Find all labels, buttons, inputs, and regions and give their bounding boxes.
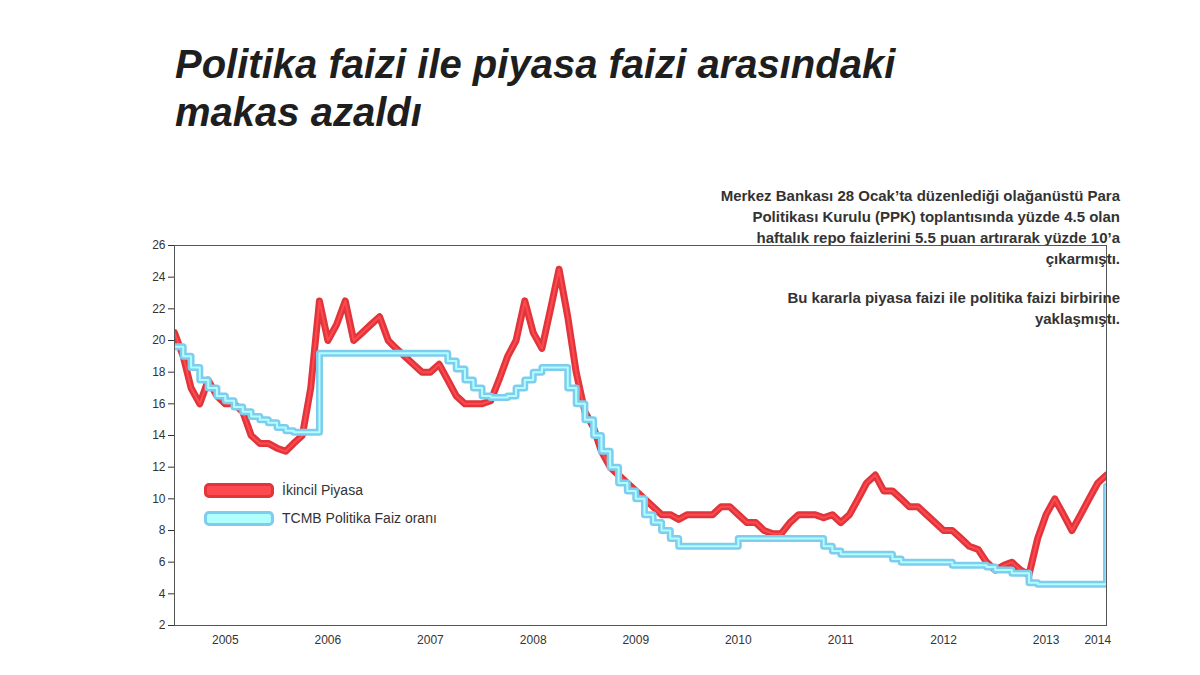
svg-text:26: 26: [152, 238, 166, 252]
svg-text:22: 22: [152, 302, 166, 316]
html-text:Politika faizi ile piyasa faiz: Politika faizi ile piyasa faizi arasında…: [175, 42, 896, 134]
svg-text:20: 20: [152, 333, 166, 347]
svg-text:12: 12: [152, 460, 166, 474]
svg-text:24: 24: [152, 270, 166, 284]
svg-text:4: 4: [159, 587, 166, 601]
svg-text:8: 8: [159, 523, 166, 537]
svg-text:2007: 2007: [417, 633, 444, 647]
svg-text:2013: 2013: [1033, 633, 1060, 647]
html-text:Bu kararla piyasa faizi ile po: Bu kararla piyasa faizi ile politika fai…: [787, 289, 1120, 327]
html-text:Merkez Bankası 28 Ocak’ta düze: Merkez Bankası 28 Ocak’ta düzenlediği ol…: [720, 187, 1120, 267]
svg-text:2005: 2005: [212, 633, 239, 647]
html-text:İkincil Piyasa: İkincil Piyasa: [282, 482, 363, 498]
svg-text:2009: 2009: [622, 633, 649, 647]
svg-text:2011: 2011: [828, 633, 854, 647]
svg-text:18: 18: [152, 365, 166, 379]
svg-text:16: 16: [152, 397, 166, 411]
svg-text:2006: 2006: [315, 633, 342, 647]
svg-text:6: 6: [159, 555, 166, 569]
svg-text:10: 10: [152, 492, 166, 506]
svg-text:2014: 2014: [1084, 633, 1111, 647]
svg-text:2: 2: [159, 618, 166, 632]
svg-text:2012: 2012: [930, 633, 957, 647]
html-text:TCMB Politika Faiz oranı: TCMB Politika Faiz oranı: [282, 510, 437, 526]
svg-text:14: 14: [152, 428, 166, 442]
svg-text:2008: 2008: [520, 633, 547, 647]
svg-text:2010: 2010: [725, 633, 752, 647]
